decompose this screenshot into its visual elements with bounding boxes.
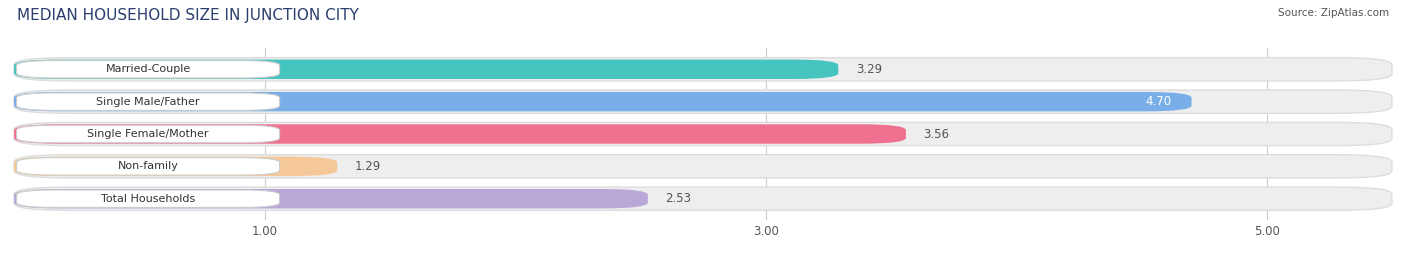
FancyBboxPatch shape: [17, 190, 280, 207]
Text: Single Female/Mother: Single Female/Mother: [87, 129, 209, 139]
Text: Total Households: Total Households: [101, 194, 195, 204]
FancyBboxPatch shape: [17, 61, 280, 78]
FancyBboxPatch shape: [14, 90, 1392, 113]
FancyBboxPatch shape: [14, 59, 838, 79]
FancyBboxPatch shape: [14, 124, 905, 144]
Text: Non-family: Non-family: [118, 161, 179, 171]
FancyBboxPatch shape: [14, 155, 1392, 178]
FancyBboxPatch shape: [17, 125, 280, 143]
FancyBboxPatch shape: [14, 122, 1392, 146]
Text: 1.29: 1.29: [354, 160, 381, 173]
FancyBboxPatch shape: [14, 189, 648, 209]
FancyBboxPatch shape: [14, 157, 337, 176]
Text: Married-Couple: Married-Couple: [105, 64, 191, 74]
Text: 3.29: 3.29: [856, 63, 882, 76]
Text: MEDIAN HOUSEHOLD SIZE IN JUNCTION CITY: MEDIAN HOUSEHOLD SIZE IN JUNCTION CITY: [17, 8, 359, 23]
Text: 2.53: 2.53: [665, 192, 692, 205]
Text: 4.70: 4.70: [1146, 95, 1171, 108]
Text: Single Male/Father: Single Male/Father: [97, 97, 200, 107]
Text: Source: ZipAtlas.com: Source: ZipAtlas.com: [1278, 8, 1389, 18]
FancyBboxPatch shape: [14, 92, 1191, 111]
FancyBboxPatch shape: [17, 93, 280, 110]
Text: 3.56: 3.56: [924, 128, 949, 140]
FancyBboxPatch shape: [14, 58, 1392, 81]
FancyBboxPatch shape: [14, 187, 1392, 210]
FancyBboxPatch shape: [17, 158, 280, 175]
